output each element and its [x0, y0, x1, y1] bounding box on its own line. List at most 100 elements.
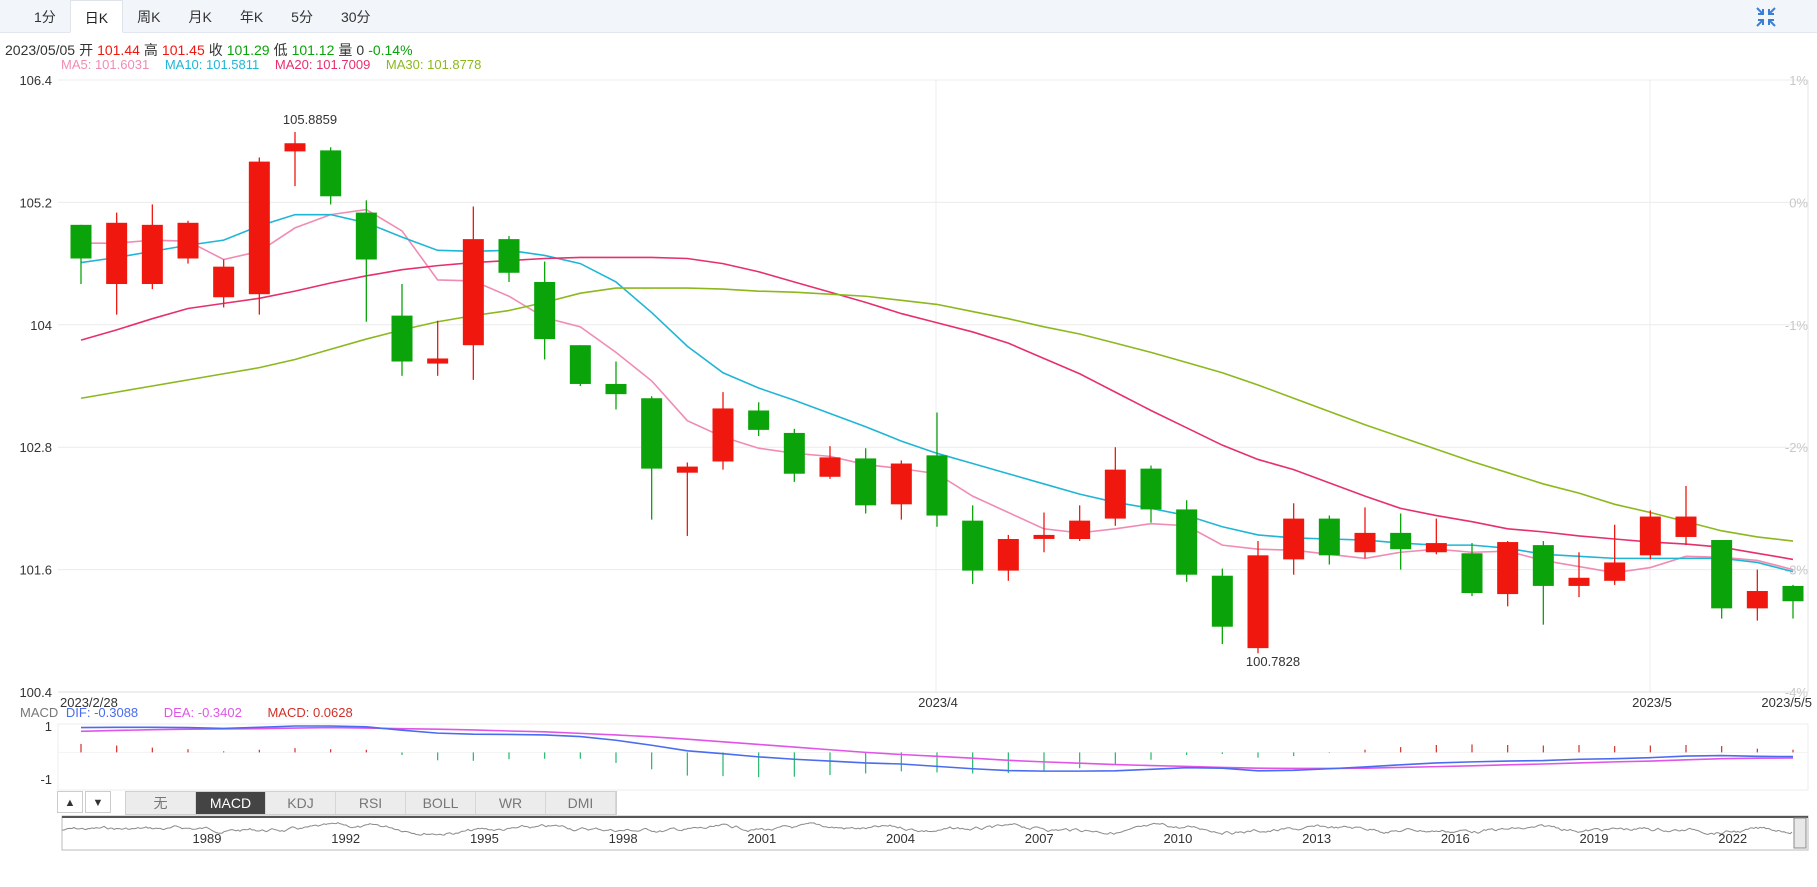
indicator-tab-2[interactable]: KDJ	[266, 792, 336, 814]
navigator-year-label: 2022	[1718, 831, 1747, 846]
ma-line-ma20	[80, 256, 1794, 561]
candle-body	[1639, 516, 1661, 556]
navigator-year-label: 2019	[1580, 831, 1609, 846]
period-tab-bar: 1分 日K 周K 月K 年K 5分 30分	[0, 0, 1817, 33]
navigator-year-label: 2010	[1163, 831, 1192, 846]
tab-period-5[interactable]: 5分	[291, 9, 313, 25]
volume-label: 量	[338, 42, 353, 58]
dif-label: DIF: -0.3088	[65, 705, 139, 720]
candle-body	[641, 398, 663, 469]
candle-body	[1675, 516, 1697, 537]
period-tabs: 1分 日K 周K 月K 年K 5分 30分	[20, 0, 385, 33]
candle-body	[1461, 553, 1483, 594]
pct-tick-label: -1%	[1785, 318, 1809, 333]
candle-body	[605, 383, 627, 395]
ma-line-ma5	[81, 208, 1794, 574]
navigator-year-label: 2016	[1441, 831, 1470, 846]
candle-body	[1746, 591, 1768, 609]
collapse-arrows-icon[interactable]	[1756, 7, 1776, 27]
close-value: 101.29	[226, 42, 270, 58]
candle-body	[141, 224, 163, 284]
min-price-label: 100.7828	[1246, 654, 1300, 669]
candle-body	[1354, 532, 1376, 553]
navigator-year-label: 1992	[331, 831, 360, 846]
navigator-handle[interactable]	[1793, 817, 1807, 849]
candle-body	[1782, 585, 1804, 602]
navigator-year-label: 2004	[886, 831, 915, 846]
navigator-year-label: 1998	[609, 831, 638, 846]
candle-body	[498, 239, 520, 273]
candle-body	[676, 466, 698, 473]
macd-value-label: MACD: 0.0628	[267, 705, 353, 720]
navigator-year-label: 2013	[1302, 831, 1331, 846]
candle-body	[462, 239, 484, 346]
info-date: 2023/05/05	[5, 42, 76, 58]
candle-body	[1568, 577, 1590, 586]
change-value: -0.14%	[368, 42, 413, 58]
y-tick-label: 100.4	[19, 685, 52, 700]
candle-body	[1425, 543, 1447, 553]
pct-tick-label: -3%	[1785, 563, 1809, 578]
ma10-label: MA10: 101.5811	[164, 57, 260, 72]
pct-tick-label: 1%	[1789, 73, 1808, 88]
macd-title: MACD	[20, 705, 59, 720]
y-tick-label: 105.2	[19, 195, 52, 210]
macd-y-tick: 1	[45, 719, 52, 734]
candle-body	[355, 212, 377, 260]
x-tick-label: 2023/5/5	[1761, 695, 1812, 710]
candle-body	[997, 539, 1019, 571]
tab-period-4[interactable]: 年K	[239, 9, 264, 25]
candle-body	[855, 458, 877, 506]
navigator-year-label: 1995	[470, 831, 499, 846]
candle-body	[1390, 532, 1412, 550]
indicator-tab-4[interactable]: BOLL	[406, 792, 476, 814]
candle-body	[1604, 562, 1626, 581]
scroll-down-button[interactable]: ▼	[85, 791, 111, 813]
candle-body	[391, 315, 413, 362]
y-tick-label: 101.6	[19, 563, 52, 578]
candle-body	[1069, 520, 1091, 539]
low-value: 101.12	[291, 42, 335, 58]
scroll-up-button[interactable]: ▲	[57, 791, 83, 813]
ma20-label: MA20: 101.7009	[274, 57, 371, 72]
tab-period-1[interactable]: 日K	[69, 0, 124, 33]
candle-body	[213, 266, 235, 298]
macd-y-tick: -1	[40, 772, 52, 787]
candle-body	[1211, 575, 1233, 627]
indicator-tab-6[interactable]: DMI	[546, 792, 616, 814]
y-tick-label: 104	[30, 318, 52, 333]
indicator-tab-1[interactable]: MACD	[196, 792, 266, 814]
ohlc-info: 2023/05/05 开 101.44 高 101.45 收 101.29 低 101.12 量 0…	[5, 40, 417, 60]
candle-body	[748, 410, 770, 430]
indicator-tab-0[interactable]: 无	[126, 792, 196, 814]
ma30-label: MA30: 101.8778	[385, 57, 482, 72]
tab-period-2[interactable]: 周K	[137, 9, 161, 25]
candle-body	[783, 432, 805, 474]
indicator-tab-3[interactable]: RSI	[336, 792, 406, 814]
tab-period-6[interactable]: 30分	[340, 9, 371, 25]
candle-body	[284, 143, 306, 152]
open-label: 开	[79, 42, 94, 58]
candle-body	[106, 222, 128, 284]
tab-period-0[interactable]: 1分	[34, 9, 56, 25]
tab-period-3[interactable]: 月K	[188, 9, 212, 25]
low-label: 低	[273, 42, 288, 58]
ma-legend: MA5: 101.6031 MA10: 101.5811 MA20: 101.7…	[61, 57, 485, 72]
candle-body	[962, 520, 984, 571]
candle-body	[1033, 534, 1055, 539]
indicator-tab-5[interactable]: WR	[476, 792, 546, 814]
open-value: 101.44	[97, 42, 140, 58]
candle-body	[1318, 518, 1340, 556]
dea-line	[80, 726, 1794, 770]
macd-legend: MACD DIF: -0.3088 DEA: -0.3402 MACD: 0.0…	[20, 705, 353, 720]
candle-body	[1176, 509, 1198, 575]
candle-body	[534, 281, 556, 340]
dea-label: DEA: -0.3402	[163, 705, 242, 720]
candle-body	[177, 222, 199, 259]
candle-body	[320, 150, 342, 197]
candle-body	[248, 161, 270, 295]
macd-frame	[57, 723, 1809, 791]
navigator-series	[61, 822, 1793, 836]
